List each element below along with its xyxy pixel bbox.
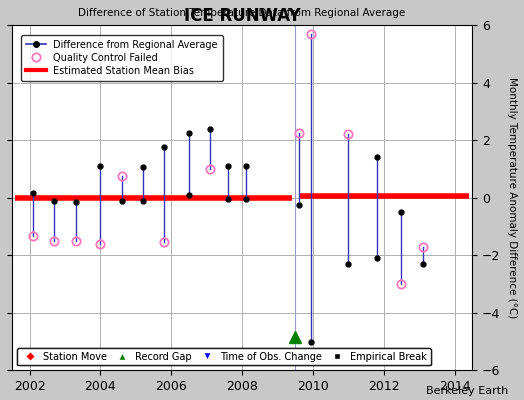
- Text: Difference of Station Temperature Data from Regional Average: Difference of Station Temperature Data f…: [79, 8, 406, 18]
- Y-axis label: Monthly Temperature Anomaly Difference (°C): Monthly Temperature Anomaly Difference (…: [507, 77, 517, 318]
- Legend: Station Move, Record Gap, Time of Obs. Change, Empirical Break: Station Move, Record Gap, Time of Obs. C…: [17, 348, 431, 366]
- Title: ICE RUNWAY: ICE RUNWAY: [184, 7, 300, 25]
- Text: Berkeley Earth: Berkeley Earth: [426, 386, 508, 396]
